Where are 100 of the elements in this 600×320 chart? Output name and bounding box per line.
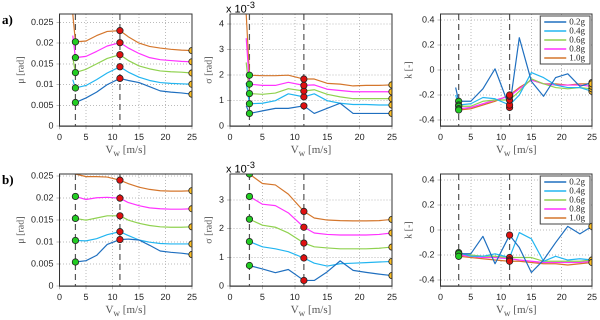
- x-tick-label: 0: [228, 292, 233, 302]
- y-tick-label: 0.2: [422, 40, 435, 50]
- x-tick-label: 10: [496, 292, 506, 302]
- x-tick-label: 15: [526, 292, 536, 302]
- y-tick-label: 0.015: [30, 58, 54, 68]
- point: [72, 258, 80, 266]
- legend-label: 0.8g: [569, 203, 586, 214]
- point: [246, 110, 254, 118]
- point: [300, 254, 308, 262]
- y-axis-title: k [-]: [404, 221, 415, 239]
- y-tick-label: 0: [218, 280, 224, 291]
- y-tick-label: 0.02: [36, 192, 54, 203]
- legend-label: 0.6g: [569, 34, 586, 44]
- x-tick-label: 10: [496, 132, 506, 142]
- x-axis-title: V$_{w}$ [m/s]: [290, 144, 332, 158]
- point: [300, 82, 308, 89]
- point: [506, 231, 514, 239]
- x-tick-label: 25: [586, 292, 597, 302]
- y-tick-label: 0: [218, 120, 224, 131]
- legend-label: 0.8g: [569, 43, 586, 54]
- y-tick-label: 0.01: [36, 79, 54, 90]
- annotation: x 10$^{-3}$: [226, 0, 255, 16]
- y-tick-label: 0.4: [422, 14, 435, 25]
- y-tick-label: 0.005: [30, 100, 54, 110]
- y-axis-title: μ [rad]: [16, 56, 27, 84]
- point: [300, 276, 308, 284]
- y-tick-label: 0.02: [36, 38, 54, 48]
- x-tick-label: 10: [290, 132, 300, 142]
- point: [116, 212, 124, 220]
- y-tick-label: 1: [218, 252, 224, 262]
- point: [246, 72, 254, 79]
- x-axis-title: V$_{w}$ [m/s]: [105, 144, 146, 158]
- y-tick-label: -0.2: [418, 90, 435, 100]
- y-tick-label: 0.025: [30, 170, 54, 181]
- y-tick-label: 0: [48, 280, 54, 291]
- point: [116, 39, 124, 46]
- x-tick-label: 15: [322, 292, 332, 302]
- y-tick-label: 0.025: [30, 16, 54, 27]
- point: [72, 214, 80, 222]
- point: [72, 38, 80, 46]
- point: [246, 238, 254, 246]
- y-tick-label: 0: [429, 224, 435, 235]
- x-tick-label: 25: [186, 292, 197, 302]
- x-tick-label: 15: [134, 292, 144, 302]
- y-axis-title: k [-]: [404, 61, 415, 79]
- y-tick-label: 3: [218, 44, 224, 54]
- x-tick-label: 5: [260, 132, 265, 142]
- x-tick-label: 25: [386, 132, 397, 142]
- x-axis-title: V$_{w}$ [m/s]: [496, 144, 537, 158]
- point: [300, 239, 308, 247]
- point: [72, 98, 80, 106]
- x-tick-label: 0: [228, 132, 233, 142]
- x-tick-label: 0: [57, 132, 62, 142]
- point: [116, 228, 124, 236]
- x-tick-label: 15: [526, 132, 536, 142]
- point: [300, 102, 308, 110]
- point: [300, 224, 308, 231]
- point: [72, 54, 80, 62]
- legend-label: 0.2g: [569, 176, 586, 186]
- point: [246, 192, 254, 200]
- x-tick-label: 5: [468, 132, 474, 142]
- point: [300, 75, 308, 83]
- x-tick-label: 5: [84, 132, 89, 142]
- y-axis-title: σ [rad]: [204, 216, 215, 244]
- x-tick-label: 15: [134, 132, 144, 142]
- point: [116, 51, 124, 58]
- x-tick-label: 0: [438, 292, 444, 302]
- x-tick-label: 20: [556, 292, 567, 302]
- x-tick-label: 0: [57, 292, 62, 302]
- y-tick-label: 0.2: [422, 200, 435, 210]
- x-tick-label: 20: [556, 132, 567, 142]
- legend-label: 1.0g: [569, 212, 586, 222]
- point: [72, 236, 80, 244]
- y-tick-label: 0: [48, 120, 54, 131]
- x-tick-label: 5: [260, 292, 265, 302]
- text: a): [2, 12, 13, 28]
- legend-label: 0.4g: [569, 185, 586, 196]
- y-tick-label: 1: [218, 95, 224, 106]
- y-axis-title: μ [rad]: [16, 216, 27, 244]
- x-tick-label: 25: [186, 132, 197, 142]
- point: [116, 176, 124, 184]
- point: [116, 236, 124, 244]
- y-tick-label: 0: [429, 64, 435, 75]
- point: [455, 252, 462, 260]
- y-tick-label: 0.4: [422, 174, 435, 185]
- point: [246, 90, 254, 98]
- point: [300, 208, 308, 215]
- x-tick-label: 10: [290, 292, 300, 302]
- legend-label: 0.6g: [569, 194, 586, 204]
- y-tick-label: -0.4: [418, 274, 435, 284]
- x-tick-label: 10: [108, 292, 118, 302]
- point: [246, 262, 254, 270]
- x-tick-label: 10: [108, 132, 118, 142]
- x-tick-label: 20: [160, 132, 171, 142]
- y-tick-label: 0.015: [30, 214, 54, 225]
- x-axis-title: V$_{w}$ [m/s]: [496, 304, 537, 318]
- x-axis-title: V$_{w}$ [m/s]: [105, 304, 146, 318]
- point: [72, 192, 80, 200]
- point: [72, 68, 80, 76]
- y-tick-label: 2: [218, 70, 224, 80]
